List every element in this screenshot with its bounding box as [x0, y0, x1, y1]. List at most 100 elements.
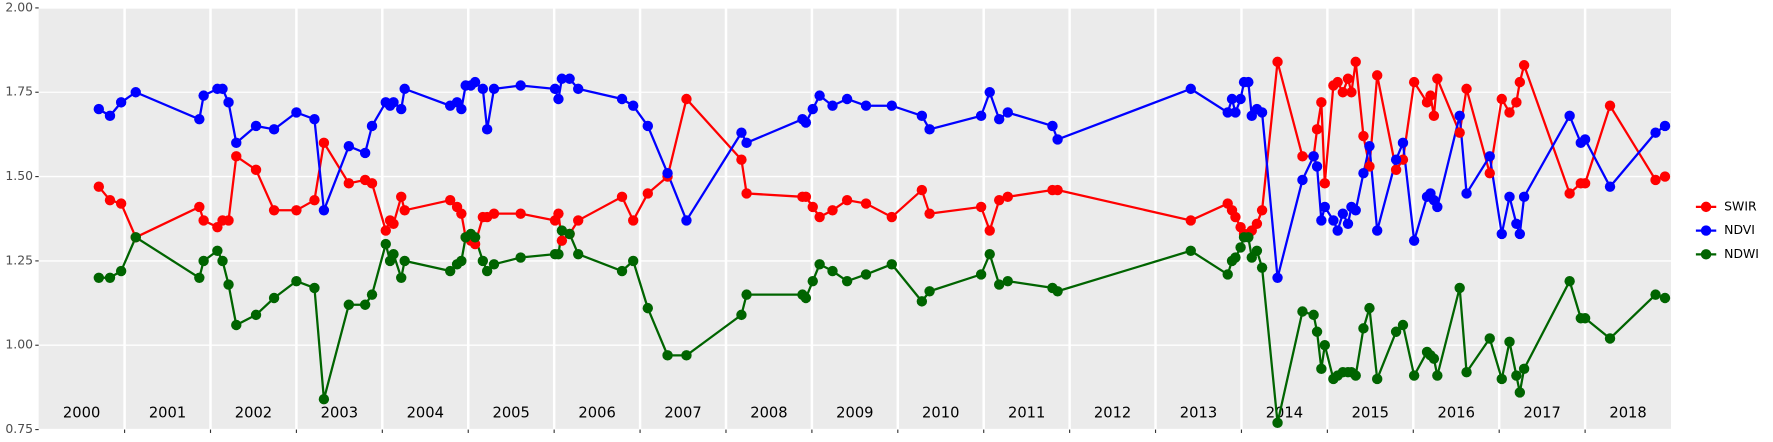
point: [1425, 90, 1436, 101]
point: [1496, 373, 1507, 385]
point: [1579, 313, 1591, 324]
point: [814, 259, 825, 270]
point: [1243, 232, 1254, 243]
point: [399, 205, 410, 216]
point: [984, 225, 995, 236]
point: [564, 73, 575, 84]
y-tick-label: 2.00: [5, 0, 33, 14]
point: [741, 289, 752, 300]
point: [1518, 191, 1530, 203]
point: [1319, 178, 1330, 189]
point: [984, 248, 995, 260]
year-label: 2015: [1352, 405, 1389, 422]
point: [1364, 161, 1375, 172]
point: [359, 147, 371, 159]
point: [366, 289, 378, 300]
point: [627, 215, 639, 226]
point: [1564, 188, 1575, 199]
point: [1308, 309, 1319, 321]
point: [1514, 76, 1526, 88]
point: [396, 272, 407, 283]
point: [1496, 228, 1507, 240]
y-tick-label: 1.50: [5, 168, 33, 183]
point: [291, 205, 302, 216]
point: [841, 93, 853, 105]
point: [1432, 370, 1443, 381]
point: [1397, 319, 1409, 331]
point: [1579, 178, 1591, 189]
year-label: 2013: [1180, 405, 1217, 422]
point: [515, 80, 526, 91]
point: [1185, 83, 1196, 95]
y-tick-label: 1.00: [5, 337, 33, 352]
legend-label: SWIR: [1724, 198, 1757, 213]
point: [1461, 188, 1472, 199]
point: [212, 245, 223, 256]
point: [993, 114, 1005, 125]
point: [1364, 302, 1375, 314]
point: [268, 292, 280, 304]
point: [993, 279, 1005, 290]
year-label: 2016: [1438, 405, 1475, 422]
point: [366, 178, 378, 189]
point: [827, 265, 838, 277]
point: [488, 208, 500, 219]
point: [1350, 370, 1361, 381]
point: [1002, 191, 1013, 203]
point: [477, 255, 489, 267]
point: [1504, 107, 1515, 118]
point: [488, 259, 500, 270]
point: [807, 103, 818, 115]
point: [1428, 110, 1440, 122]
point: [1518, 60, 1530, 71]
point: [104, 194, 116, 206]
legend: SWIR NDVI NDWI: [1695, 198, 1759, 261]
point: [1052, 134, 1063, 145]
point: [1319, 201, 1330, 213]
point: [1002, 107, 1013, 118]
point: [1226, 93, 1238, 105]
year-label: 2007: [664, 405, 701, 422]
point: [104, 110, 116, 122]
point: [217, 83, 228, 95]
point: [1342, 73, 1354, 84]
point: [1397, 137, 1409, 149]
point: [223, 279, 234, 290]
point: [549, 83, 561, 95]
point: [130, 87, 141, 98]
point: [1461, 367, 1472, 378]
point: [1235, 93, 1246, 105]
point: [231, 319, 242, 331]
point: [1408, 76, 1420, 88]
point: [1222, 269, 1233, 280]
point: [627, 255, 639, 267]
point: [1332, 76, 1343, 88]
point: [924, 208, 935, 219]
point: [456, 103, 467, 115]
point: [573, 215, 584, 226]
point: [975, 269, 987, 280]
point: [198, 255, 209, 267]
point: [343, 141, 355, 152]
point: [924, 286, 935, 297]
point: [1230, 211, 1241, 223]
point: [1316, 363, 1327, 375]
point: [223, 97, 234, 108]
point: [1432, 201, 1443, 213]
point: [318, 205, 330, 216]
point: [800, 191, 812, 203]
point: [359, 299, 371, 310]
point: [1454, 127, 1465, 138]
point: [198, 215, 209, 226]
point: [1350, 56, 1361, 68]
point: [1408, 235, 1420, 246]
point: [1659, 120, 1671, 132]
point: [556, 235, 568, 246]
point: [1319, 340, 1330, 351]
point: [1230, 252, 1241, 263]
point: [1484, 168, 1495, 179]
point: [198, 90, 209, 101]
point: [1316, 215, 1327, 226]
point: [115, 265, 127, 277]
point: [924, 124, 935, 135]
